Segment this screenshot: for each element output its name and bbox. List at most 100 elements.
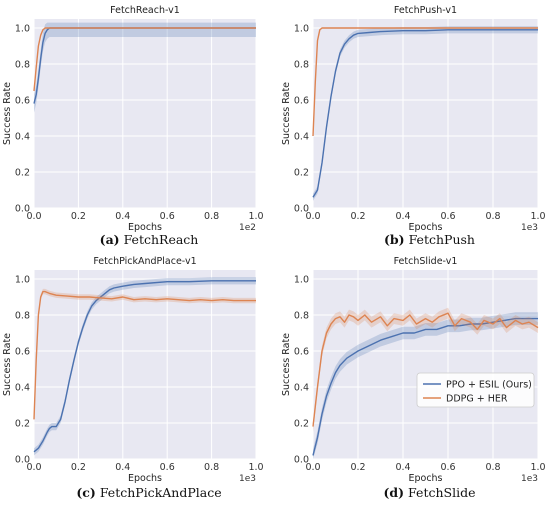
y-tick-label: 0.8 <box>15 60 30 71</box>
x-scale-label: 1e2 <box>239 223 256 233</box>
x-axis-label: Epochs <box>408 473 442 484</box>
chart-title: FetchPush-v1 <box>394 5 457 16</box>
y-tick-label: 0.0 <box>294 455 309 466</box>
y-tick-label: 1.0 <box>15 24 30 35</box>
series-line-ddpg <box>312 27 538 137</box>
plot-area <box>313 19 538 208</box>
x-tick-label: 0.2 <box>71 211 86 222</box>
x-tick-label: 0.6 <box>160 462 175 473</box>
y-tick-label: 0.2 <box>15 168 30 179</box>
panel-caption: (b) FetchPush <box>384 232 475 247</box>
x-tick-label: 1.0 <box>248 211 263 222</box>
x-axis-label: Epochs <box>128 473 162 484</box>
panels: 0.0 0.2 0.4 0.6 0.8 1.0 0.0 0.2 0.4 0.6 0.8 1.0 Fetc… <box>2 5 546 500</box>
chart-title: FetchReach-v1 <box>110 5 180 16</box>
y-axis-label: Success Rate <box>281 333 292 396</box>
series-line-ddpg <box>312 312 539 427</box>
caption-text: FetchReach <box>120 232 199 247</box>
y-tick-label: 1.0 <box>294 275 309 286</box>
legend-box <box>416 372 535 408</box>
x-tick-label: 0.2 <box>71 462 86 473</box>
caption-letter: (d) <box>384 485 405 500</box>
series-line-ddpg <box>33 290 256 420</box>
x-axis-label: Epochs <box>128 222 162 233</box>
series-band-ppo <box>313 312 538 459</box>
chart-panel-1: 0.0 0.2 0.4 0.6 0.8 1.0 0.0 0.2 0.4 0.6 0.8 1.0 Fetc… <box>281 5 546 247</box>
x-tick-label: 0.6 <box>160 211 175 222</box>
y-tick-label: 0.8 <box>294 60 309 71</box>
chart-title: FetchPickAndPlace-v1 <box>93 256 196 267</box>
series-line-ppo <box>33 280 256 453</box>
series-line-ppo <box>312 29 538 198</box>
chart-title: FetchSlide-v1 <box>394 256 458 267</box>
x-scale-label: 1e3 <box>239 474 256 484</box>
x-tick-label: 0.8 <box>485 462 500 473</box>
x-tick-label: 0.4 <box>395 211 410 222</box>
x-tick-label: 0.2 <box>350 211 365 222</box>
panel-caption: (a) FetchReach <box>100 232 199 247</box>
caption-text: FetchSlide <box>404 485 475 500</box>
x-tick-label: 1.0 <box>530 462 545 473</box>
x-tick-label: 0.8 <box>204 211 219 222</box>
y-tick-label: 0.0 <box>15 455 30 466</box>
y-tick-label: 0.4 <box>294 132 309 143</box>
x-tick-label: 0.8 <box>485 211 500 222</box>
panel-caption: (c) FetchPickAndPlace <box>76 485 221 500</box>
y-axis-label: Success Rate <box>281 82 292 145</box>
x-tick-label: 1.0 <box>248 462 263 473</box>
caption-text: FetchPickAndPlace <box>96 485 222 500</box>
legend-entry-ddpg: DDPG + HER <box>446 394 508 405</box>
y-tick-label: 0.2 <box>15 419 30 430</box>
y-axis-label: Success Rate <box>2 333 13 396</box>
x-tick-label: 0.0 <box>26 462 41 473</box>
y-tick-label: 0.8 <box>294 311 309 322</box>
y-tick-label: 0.6 <box>15 96 30 107</box>
y-tick-label: 0.6 <box>294 347 309 358</box>
y-tick-label: 0.0 <box>294 204 309 215</box>
x-scale-label: 1e3 <box>521 474 538 484</box>
caption-letter: (b) <box>384 232 405 247</box>
x-tick-label: 0.6 <box>440 211 455 222</box>
y-tick-label: 0.2 <box>294 419 309 430</box>
panel-caption: (d) FetchSlide <box>384 485 476 500</box>
caption-text: FetchPush <box>405 232 475 247</box>
x-tick-label: 1.0 <box>530 211 545 222</box>
y-tick-label: 0.0 <box>15 204 30 215</box>
x-tick-label: 0.2 <box>350 462 365 473</box>
chart-panel-0: 0.0 0.2 0.4 0.6 0.8 1.0 0.0 0.2 0.4 0.6 0.8 1.0 Fetc… <box>2 5 264 247</box>
plot-area <box>34 19 256 208</box>
x-tick-label: 0.4 <box>115 462 130 473</box>
y-tick-label: 0.8 <box>15 311 30 322</box>
series-band-ddpg <box>34 288 256 423</box>
x-tick-label: 0.6 <box>440 462 455 473</box>
x-tick-label: 0.4 <box>395 462 410 473</box>
chart-panel-2: 0.0 0.2 0.4 0.6 0.8 1.0 0.0 0.2 0.4 0.6 0.8 1.0 Fetc… <box>2 256 264 500</box>
y-tick-label: 0.4 <box>15 383 30 394</box>
y-tick-label: 1.0 <box>15 275 30 286</box>
x-tick-label: 0.0 <box>305 211 320 222</box>
series-band-ppo <box>34 22 256 113</box>
chart-panel-3: 0.0 0.2 0.4 0.6 0.8 1.0 0.0 0.2 0.4 0.6 0.8 1.0 Fetc… <box>281 256 546 500</box>
x-tick-label: 0.0 <box>26 211 41 222</box>
plot-area <box>313 270 538 459</box>
y-tick-label: 0.4 <box>15 132 30 143</box>
y-tick-label: 0.4 <box>294 383 309 394</box>
y-tick-label: 1.0 <box>294 24 309 35</box>
x-axis-label: Epochs <box>408 222 442 233</box>
caption-letter: (a) <box>100 232 120 247</box>
series-line-ppo <box>312 317 538 456</box>
caption-letter: (c) <box>76 485 95 500</box>
x-tick-label: 0.4 <box>115 211 130 222</box>
y-tick-label: 0.6 <box>294 96 309 107</box>
y-tick-label: 0.2 <box>294 168 309 179</box>
y-tick-label: 0.6 <box>15 347 30 358</box>
plot-area <box>34 270 256 459</box>
x-tick-label: 0.0 <box>305 462 320 473</box>
legend-entry-ppo: PPO + ESIL (Ours) <box>446 380 532 391</box>
legend: PPO + ESIL (Ours) DDPG + HER <box>416 372 535 408</box>
series-line-ddpg <box>33 27 256 92</box>
y-axis-label: Success Rate <box>2 82 13 145</box>
x-scale-label: 1e3 <box>521 223 538 233</box>
x-tick-label: 0.8 <box>204 462 219 473</box>
